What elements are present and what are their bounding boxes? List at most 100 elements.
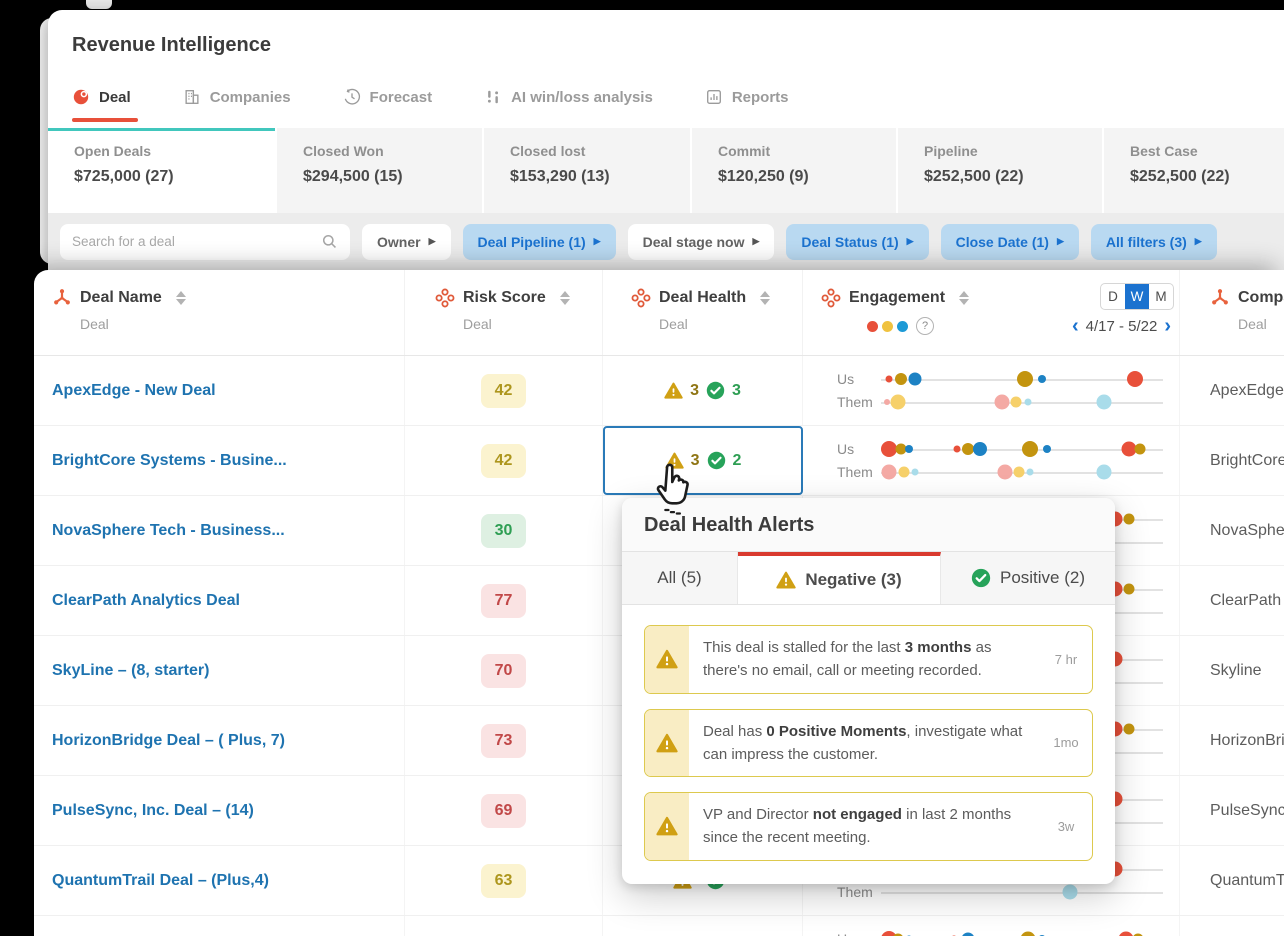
alert-card: Deal has 0 Positive Moments, investigate… xyxy=(644,708,1093,777)
summary-card-commit[interactable]: Commit $120,250 (9) xyxy=(692,128,896,213)
engagement-dot xyxy=(1013,466,1025,478)
engagement-dot xyxy=(961,932,975,936)
prev-chevron-icon[interactable]: ‹ xyxy=(1071,315,1079,337)
tab-companies[interactable]: Companies xyxy=(183,88,291,106)
popup-tab-negative[interactable]: Negative (3) xyxy=(738,552,941,604)
column-header-company[interactable]: Company Deal xyxy=(1180,270,1284,355)
filter-deal-pipeline-button[interactable]: Deal Pipeline (1) ▶ xyxy=(462,223,616,260)
sort-toggle[interactable] xyxy=(760,291,771,305)
company-name: HorizonBridge xyxy=(1210,731,1284,749)
tab-deal[interactable]: Deal xyxy=(72,88,131,106)
warning-icon xyxy=(656,648,678,670)
deal-link[interactable]: PulseSync, Inc. Deal – (14) xyxy=(52,801,254,819)
table-row[interactable]: Us Them xyxy=(34,916,1284,936)
engagement-dot xyxy=(1118,931,1134,936)
help-icon[interactable]: ? xyxy=(916,317,934,335)
column-header-deal-name[interactable]: Deal Name Deal xyxy=(34,270,405,355)
alert-stripe xyxy=(645,626,689,693)
deal-link[interactable]: HorizonBridge Deal – ( Plus, 7) xyxy=(52,731,285,749)
engagement-dot xyxy=(953,445,961,453)
risk-score-badge: 77 xyxy=(481,583,526,618)
flower-icon xyxy=(631,288,651,308)
column-header-deal-health[interactable]: Deal Health Deal xyxy=(603,270,803,355)
date-range: 4/17 - 5/22 xyxy=(1085,317,1158,335)
risk-score-badge: 69 xyxy=(481,793,526,828)
legend-dot-blue xyxy=(897,320,908,332)
summary-value: $252,500 (22) xyxy=(1130,168,1230,185)
sort-toggle[interactable] xyxy=(959,291,970,305)
filter-label: Deal Status (1) xyxy=(801,233,899,250)
search-input[interactable]: Search for a deal xyxy=(60,223,350,260)
chevron-right-icon: ▶ xyxy=(906,236,914,246)
popup-tab-label: Negative (3) xyxy=(805,570,902,589)
period-month[interactable]: M xyxy=(1155,289,1167,304)
filter-close-date-button[interactable]: Close Date (1) ▶ xyxy=(940,223,1079,260)
period-week[interactable]: W xyxy=(1125,284,1149,309)
tab-reports[interactable]: Reports xyxy=(705,88,789,106)
engagement-dot xyxy=(883,399,890,405)
engagement-cell: Us Them xyxy=(803,916,1180,936)
filter-deal-status-button[interactable]: Deal Status (1) ▶ xyxy=(786,223,929,260)
deal-health-cell[interactable] xyxy=(603,916,803,936)
deal-link[interactable]: SkyLine – (8, starter) xyxy=(52,661,210,679)
us-label: Us xyxy=(837,441,855,457)
summary-card-closed-won[interactable]: Closed Won $294,500 (15) xyxy=(277,128,482,213)
company-name: Skyline xyxy=(1210,661,1262,679)
sort-toggle[interactable] xyxy=(175,291,186,305)
engagement-dot xyxy=(1123,513,1135,525)
filter-owner-button[interactable]: Owner ▶ xyxy=(362,223,451,260)
summary-card-closed-lost[interactable]: Closed lost $153,290 (13) xyxy=(484,128,690,213)
engagement-dot xyxy=(1096,394,1112,410)
summary-card-open-deals[interactable]: Open Deals $725,000 (27) xyxy=(48,128,275,213)
period-day[interactable]: D xyxy=(1108,289,1118,304)
filter-deal-stage-button[interactable]: Deal stage now ▶ xyxy=(627,223,775,260)
alert-card: This deal is stalled for the last 3 mont… xyxy=(644,625,1093,694)
hubspot-sprocket-icon xyxy=(52,288,72,308)
engagement-dot xyxy=(1022,441,1039,457)
column-header-engagement[interactable]: Engagement ? D W M ‹ 4/17 - 5/22 › xyxy=(803,270,1180,355)
deal-health-cell[interactable]: 3 3 xyxy=(603,356,803,425)
deal-link[interactable]: BrightCore Systems - Busine... xyxy=(52,451,287,469)
table-row[interactable]: BrightCore Systems - Busine... 42 3 2 Us… xyxy=(34,426,1284,496)
engagement-dot xyxy=(890,394,906,410)
column-label: Company xyxy=(1238,289,1284,306)
deal-health-cell[interactable]: 3 2 xyxy=(603,426,803,495)
sort-toggle[interactable] xyxy=(559,291,570,305)
active-tab-underline xyxy=(72,118,138,122)
company-name: QuantumTrail xyxy=(1210,871,1284,889)
popup-tab-label: Positive (2) xyxy=(999,568,1086,587)
search-placeholder: Search for a deal xyxy=(72,234,175,249)
engagement-dot xyxy=(1096,464,1112,480)
company-name: PulseSync xyxy=(1210,801,1284,819)
tab-label: Companies xyxy=(209,88,291,106)
positive-count: 3 xyxy=(732,381,741,399)
deal-link[interactable]: ClearPath Analytics Deal xyxy=(52,591,240,609)
deal-link[interactable]: QuantumTrail Deal – (Plus,4) xyxy=(52,871,269,889)
alert-time: 3w xyxy=(1057,818,1075,834)
table-row[interactable]: QuantumTrail Deal – (Plus,4) 63 Us Them … xyxy=(34,846,1284,916)
popup-tab-all[interactable]: All (5) xyxy=(622,552,738,604)
summary-card-pipeline[interactable]: Pipeline $252,500 (22) xyxy=(898,128,1102,213)
column-label: Risk Score xyxy=(463,289,546,306)
tab-ai-winloss[interactable]: AI win/loss analysis xyxy=(484,88,653,106)
summary-label: Pipeline xyxy=(924,143,978,159)
engagement-dot xyxy=(911,468,919,476)
column-subtitle: Deal xyxy=(80,316,109,332)
engagement-dot xyxy=(972,442,987,456)
deal-link[interactable]: NovaSphere Tech - Business... xyxy=(52,521,285,539)
deal-link[interactable]: ApexEdge - New Deal xyxy=(52,381,216,399)
engagement-dot xyxy=(1020,931,1036,936)
forecast-clock-icon xyxy=(343,88,361,106)
engagement-dot xyxy=(898,466,910,478)
engagement-dot xyxy=(895,443,907,455)
column-label: Engagement xyxy=(849,289,946,306)
chevron-right-icon: ▶ xyxy=(1194,236,1202,246)
tab-forecast[interactable]: Forecast xyxy=(343,88,432,106)
summary-card-best-case[interactable]: Best Case $252,500 (22) xyxy=(1104,128,1284,213)
table-row[interactable]: ApexEdge - New Deal 42 3 3 Us Them ApexE… xyxy=(34,356,1284,426)
risk-score-badge: 63 xyxy=(481,863,526,898)
next-chevron-icon[interactable]: › xyxy=(1164,315,1171,337)
filter-all-filters-button[interactable]: All filters (3) ▶ xyxy=(1090,223,1217,260)
popup-tab-positive[interactable]: Positive (2) xyxy=(941,552,1115,604)
column-header-risk-score[interactable]: Risk Score Deal xyxy=(405,270,603,355)
